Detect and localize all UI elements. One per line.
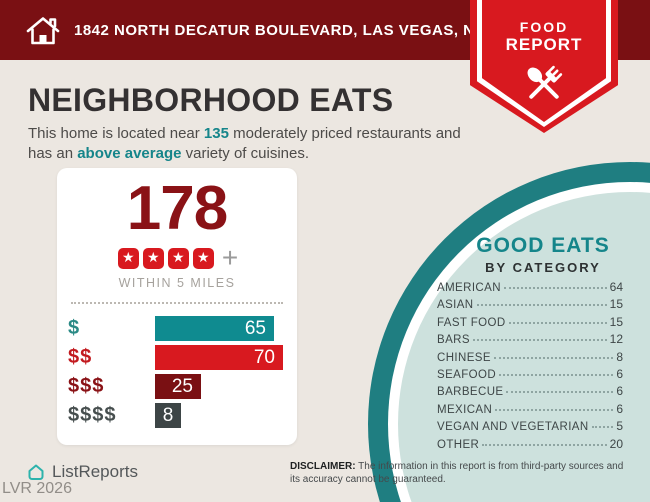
star-glyph: ★: [147, 249, 160, 266]
price-tier-label: $: [68, 317, 81, 339]
category-label: SEAFOOD: [437, 368, 497, 381]
category-label: MEXICAN: [437, 403, 493, 416]
good-eats-header: GOOD EATS BY CATEGORY: [443, 234, 643, 275]
category-row: FAST FOOD 15: [437, 315, 623, 332]
category-value: 5: [616, 419, 623, 434]
food-report-badge: FOOD REPORT: [470, 0, 618, 133]
watermark: LVR 2026: [2, 480, 72, 497]
dotted-leader: [482, 443, 607, 446]
star-icon: ★: [192, 247, 214, 269]
star-glyph: ★: [122, 249, 135, 266]
bar: 8: [155, 403, 181, 428]
bar-value: 8: [162, 404, 174, 426]
intro-subtitle: This home is located near 135 moderately…: [28, 124, 461, 164]
star-icon: ★: [167, 247, 189, 269]
category-label: ASIAN: [437, 299, 474, 312]
bar-row: $$ 70: [68, 345, 297, 370]
dotted-leader: [476, 304, 607, 307]
property-address: 1842 NORTH DECATUR BOULEVARD, LAS VEGAS,…: [74, 21, 534, 39]
dotted-leader: [508, 321, 607, 324]
category-value: 6: [616, 401, 623, 416]
dotted-divider: [71, 302, 283, 304]
category-list: AMERICAN 64 ASIAN 15 FAST FOOD 15 BARS 12 CHINES…: [437, 280, 623, 454]
disclaimer-text: The information in this report is from t…: [290, 461, 624, 485]
badge-title-line2: REPORT: [505, 35, 583, 54]
category-row: OTHER 20: [437, 437, 623, 454]
star-icon: ★: [142, 247, 164, 269]
rating-caption: WITHIN 5 MILES: [118, 276, 236, 290]
house-icon: [26, 17, 60, 45]
price-bar-chart: $65 $$ 70 $$$ 25 $$$$ 8: [57, 316, 297, 428]
star-icon: ★: [117, 247, 139, 269]
plus-sign: +: [221, 242, 239, 273]
good-eats-title: GOOD EATS: [476, 234, 610, 257]
dotted-leader: [503, 287, 607, 289]
dotted-leader: [493, 356, 614, 359]
category-row: BARS 12: [437, 332, 623, 349]
category-value: 15: [609, 297, 623, 312]
category-label: BARBECUE: [437, 386, 504, 399]
category-row: MEXICAN 6: [437, 402, 623, 419]
category-row: AMERICAN 64: [437, 280, 623, 297]
dotted-leader: [495, 408, 614, 411]
restaurant-summary-card: 178 ★ ★ ★ ★ + WITHIN 5 MILES $65 $$ 70 $$$ 25 $$$…: [57, 168, 297, 445]
dotted-leader: [591, 426, 614, 429]
category-label: FAST FOOD: [437, 316, 506, 329]
badge-title-line1: FOOD: [519, 19, 569, 35]
fork-and-spoon-icon: [527, 65, 563, 99]
bar: 25: [155, 374, 201, 399]
category-row: CHINESE 8: [437, 350, 623, 367]
price-tier-label: $$$: [68, 375, 105, 397]
bar-row: $$$$ 8: [68, 403, 297, 428]
category-value: 6: [616, 366, 623, 381]
bar-value: 70: [253, 346, 275, 368]
bar-row: $65: [68, 316, 297, 341]
subtitle-line1: This home is located near 135 moderately…: [28, 125, 461, 142]
category-row: BARBECUE 6: [437, 384, 623, 401]
subtitle-line2: has an above average variety of cuisines…: [28, 145, 310, 162]
category-label: OTHER: [437, 438, 480, 451]
total-restaurants: 178: [126, 174, 228, 243]
disclaimer: DISCLAIMER: The information in this repo…: [290, 460, 635, 486]
category-label: CHINESE: [437, 351, 491, 364]
price-tier-label: $$: [68, 346, 93, 368]
category-row: VEGAN AND VEGETARIAN 5: [437, 419, 623, 436]
dotted-leader: [472, 339, 607, 342]
category-value: 8: [616, 349, 623, 364]
dotted-leader: [499, 373, 614, 376]
category-value: 20: [609, 436, 623, 451]
category-label: VEGAN AND VEGETARIAN: [437, 421, 589, 434]
page-title: NEIGHBORHOOD EATS: [28, 82, 394, 118]
dotted-leader: [506, 391, 614, 394]
category-label: AMERICAN: [437, 282, 501, 294]
category-label: BARS: [437, 334, 470, 347]
badge-content: FOOD REPORT: [470, 0, 618, 133]
category-value: 64: [609, 280, 623, 294]
disclaimer-label: DISCLAIMER:: [290, 461, 356, 472]
category-value: 6: [616, 384, 623, 399]
star-rating: ★ ★ ★ ★ +: [57, 242, 297, 273]
listreports-logo-icon: [28, 464, 44, 480]
bar: 70: [155, 345, 283, 370]
star-glyph: ★: [197, 249, 210, 266]
bar-value: 65: [244, 317, 266, 339]
category-row: SEAFOOD 6: [437, 367, 623, 384]
category-row: ASIAN 15: [437, 297, 623, 314]
category-value: 12: [609, 332, 623, 347]
restaurant-count-highlight: 135: [203, 125, 229, 142]
good-eats-subtitle: BY CATEGORY: [485, 260, 601, 275]
brand-name: ListReports: [52, 462, 138, 481]
price-tier-label: $$$$: [68, 404, 117, 426]
bar: 65: [155, 316, 274, 341]
star-glyph: ★: [172, 249, 185, 266]
bar-value: 25: [171, 375, 193, 397]
category-value: 15: [609, 314, 623, 329]
variety-highlight: above average: [77, 145, 182, 162]
bar-row: $$$ 25: [68, 374, 297, 399]
listreports-brand: ListReports: [26, 462, 138, 482]
